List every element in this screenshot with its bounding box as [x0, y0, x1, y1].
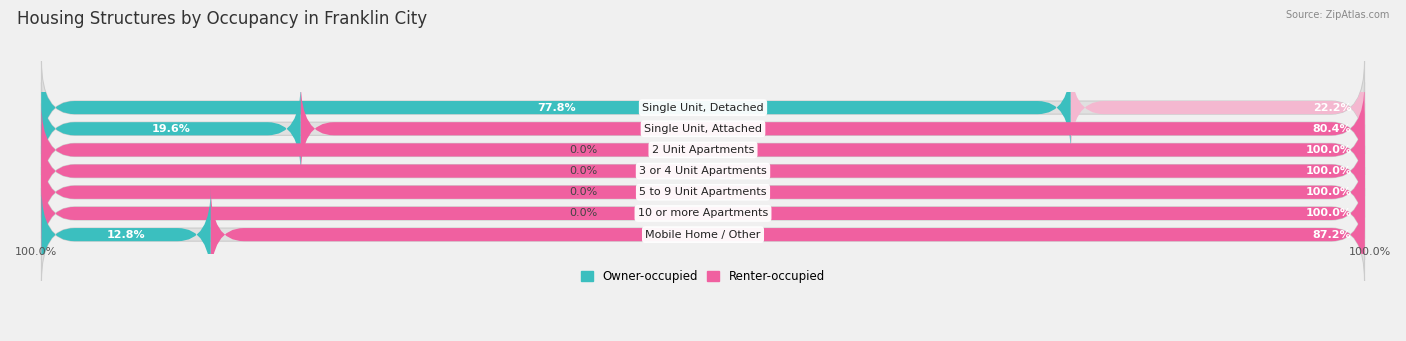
Text: Source: ZipAtlas.com: Source: ZipAtlas.com — [1285, 10, 1389, 20]
FancyBboxPatch shape — [41, 83, 1365, 175]
FancyBboxPatch shape — [41, 188, 1365, 281]
FancyBboxPatch shape — [301, 83, 1365, 175]
FancyBboxPatch shape — [41, 146, 1365, 239]
Text: 87.2%: 87.2% — [1313, 229, 1351, 240]
Text: 5 to 9 Unit Apartments: 5 to 9 Unit Apartments — [640, 187, 766, 197]
FancyBboxPatch shape — [41, 167, 1365, 260]
Text: 0.0%: 0.0% — [569, 145, 598, 155]
FancyBboxPatch shape — [211, 188, 1365, 281]
Text: 100.0%: 100.0% — [1305, 187, 1351, 197]
Text: 0.0%: 0.0% — [569, 208, 598, 219]
Text: Single Unit, Attached: Single Unit, Attached — [644, 124, 762, 134]
Text: 2 Unit Apartments: 2 Unit Apartments — [652, 145, 754, 155]
Text: Mobile Home / Other: Mobile Home / Other — [645, 229, 761, 240]
Text: 12.8%: 12.8% — [107, 229, 145, 240]
Legend: Owner-occupied, Renter-occupied: Owner-occupied, Renter-occupied — [581, 270, 825, 283]
FancyBboxPatch shape — [41, 104, 1365, 196]
Text: 3 or 4 Unit Apartments: 3 or 4 Unit Apartments — [640, 166, 766, 176]
Text: Housing Structures by Occupancy in Franklin City: Housing Structures by Occupancy in Frank… — [17, 10, 427, 28]
FancyBboxPatch shape — [1071, 61, 1365, 154]
FancyBboxPatch shape — [41, 61, 1071, 154]
FancyBboxPatch shape — [41, 125, 1365, 218]
Text: Single Unit, Detached: Single Unit, Detached — [643, 103, 763, 113]
Text: 0.0%: 0.0% — [569, 187, 598, 197]
Text: 100.0%: 100.0% — [1305, 166, 1351, 176]
Text: 100.0%: 100.0% — [1305, 145, 1351, 155]
FancyBboxPatch shape — [41, 146, 1365, 239]
Text: 80.4%: 80.4% — [1313, 124, 1351, 134]
Text: 0.0%: 0.0% — [569, 166, 598, 176]
Text: 100.0%: 100.0% — [15, 247, 58, 257]
Text: 19.6%: 19.6% — [152, 124, 191, 134]
FancyBboxPatch shape — [41, 188, 211, 281]
Text: 77.8%: 77.8% — [537, 103, 575, 113]
Text: 22.2%: 22.2% — [1313, 103, 1351, 113]
Text: 100.0%: 100.0% — [1305, 208, 1351, 219]
FancyBboxPatch shape — [41, 61, 1365, 154]
FancyBboxPatch shape — [41, 104, 1365, 196]
FancyBboxPatch shape — [41, 125, 1365, 218]
Text: 100.0%: 100.0% — [1348, 247, 1391, 257]
FancyBboxPatch shape — [41, 167, 1365, 260]
FancyBboxPatch shape — [41, 83, 301, 175]
Text: 10 or more Apartments: 10 or more Apartments — [638, 208, 768, 219]
